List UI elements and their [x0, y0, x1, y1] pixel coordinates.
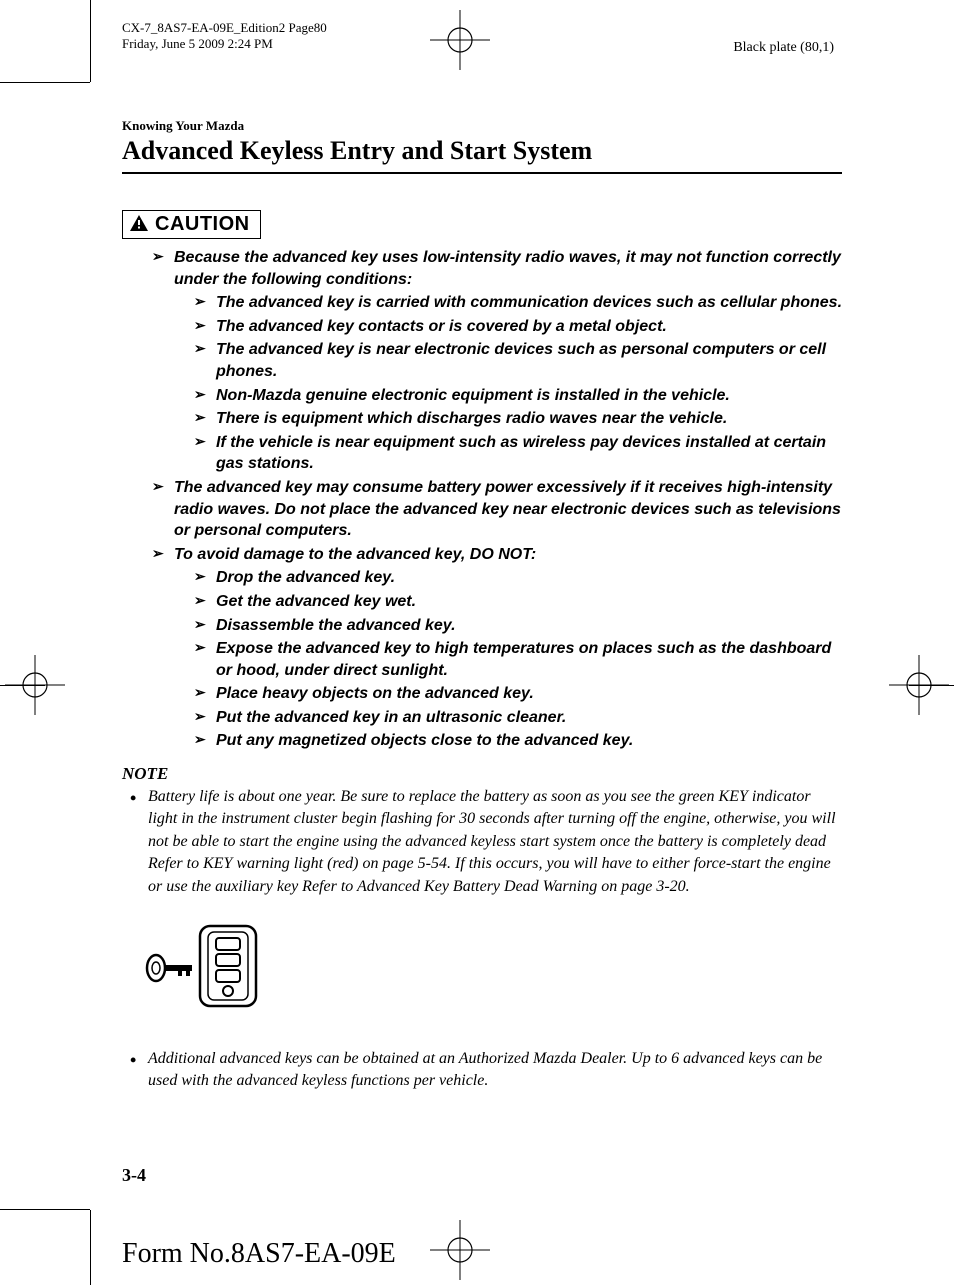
crop-line [0, 82, 90, 83]
note-list: Additional advanced keys can be obtained… [128, 1048, 842, 1093]
caution-item: The advanced key may consume battery pow… [152, 477, 842, 542]
caution-subitem: Put the advanced key in an ultrasonic cl… [194, 707, 842, 729]
caution-subitem: Non-Mazda genuine electronic equipment i… [194, 385, 842, 407]
caution-subitem: The advanced key is near electronic devi… [194, 339, 842, 382]
doc-date-line: Friday, June 5 2009 2:24 PM [122, 36, 327, 52]
note-list: Battery life is about one year. Be sure … [128, 786, 842, 898]
form-number: Form No.8AS7-EA-09E [122, 1238, 396, 1270]
note-heading: NOTE [122, 764, 842, 784]
caution-label: CAUTION [155, 213, 250, 236]
caution-sublist: The advanced key is carried with communi… [194, 292, 842, 475]
registration-mark-icon [430, 1220, 490, 1280]
crop-line [0, 1209, 90, 1210]
caution-subitem: Drop the advanced key. [194, 567, 842, 589]
caution-item-text: Because the advanced key uses low-intens… [174, 249, 841, 288]
key-illustration [140, 918, 842, 1018]
crop-line [90, 1210, 91, 1285]
crop-line [90, 0, 91, 82]
caution-subitem: Put any magnetized objects close to the … [194, 730, 842, 752]
note-item: Battery life is about one year. Be sure … [128, 786, 842, 898]
caution-subitem: If the vehicle is near equipment such as… [194, 432, 842, 475]
registration-mark-icon [430, 10, 490, 70]
caution-subitem: Place heavy objects on the advanced key. [194, 683, 842, 705]
caution-badge: CAUTION [122, 210, 261, 239]
caution-list: Because the advanced key uses low-intens… [152, 247, 842, 752]
caution-item-text: To avoid damage to the advanced key, DO … [174, 546, 536, 563]
page-content: Knowing Your Mazda Advanced Keyless Entr… [122, 118, 842, 1111]
caution-item: Because the advanced key uses low-intens… [152, 247, 842, 475]
caution-subitem: There is equipment which discharges radi… [194, 408, 842, 430]
registration-mark-icon [889, 655, 949, 715]
caution-item: To avoid damage to the advanced key, DO … [152, 544, 842, 752]
registration-mark-icon [5, 655, 65, 715]
page-number: 3-4 [122, 1165, 146, 1186]
warning-triangle-icon [129, 214, 149, 235]
title-divider [122, 172, 842, 174]
caution-subitem: Disassemble the advanced key. [194, 615, 842, 637]
caution-subitem: The advanced key contacts or is covered … [194, 316, 842, 338]
print-header-meta: CX-7_8AS7-EA-09E_Edition2 Page80 Friday,… [122, 20, 327, 51]
caution-subitem: Expose the advanced key to high temperat… [194, 638, 842, 681]
manual-page: CX-7_8AS7-EA-09E_Edition2 Page80 Friday,… [0, 0, 954, 1285]
doc-id-line: CX-7_8AS7-EA-09E_Edition2 Page80 [122, 20, 327, 36]
section-breadcrumb: Knowing Your Mazda [122, 118, 842, 134]
note-item: Additional advanced keys can be obtained… [128, 1048, 842, 1093]
caution-subitem: Get the advanced key wet. [194, 591, 842, 613]
caution-sublist: Drop the advanced key. Get the advanced … [194, 567, 842, 752]
black-plate-marker: Black plate (80,1) [733, 40, 834, 56]
caution-subitem: The advanced key is carried with communi… [194, 292, 842, 314]
page-title: Advanced Keyless Entry and Start System [122, 136, 842, 166]
